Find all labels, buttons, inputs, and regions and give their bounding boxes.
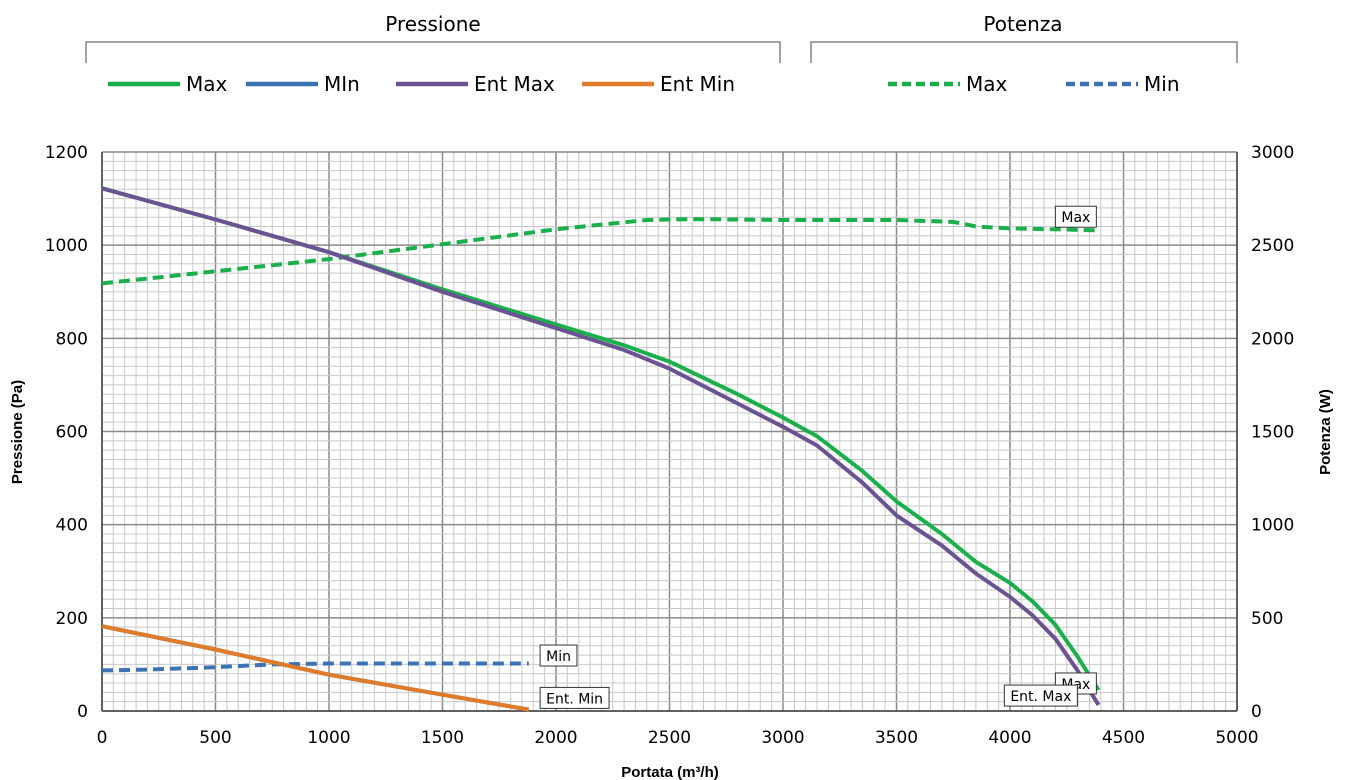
y2-tick-label: 3000 [1251,143,1294,163]
series-line-pressure-max [101,186,1101,692]
callout-box [539,686,610,709]
legend-group-pressure-title: Pressione [385,12,480,36]
x-tick-label: 2500 [648,728,691,748]
y2-tick-label: 0 [1251,702,1262,722]
legend-label: Max [966,72,1008,96]
callout-box [1003,684,1078,707]
y-tick-label: 400 [56,516,88,536]
callout-box [1054,205,1097,228]
legend-label: Max [186,72,228,96]
series [101,186,1101,712]
legend-label: MIn [324,72,360,96]
series-line-pressure-ent-max [101,186,1101,706]
callout-label: Ent. Max [1010,689,1071,705]
y2-tick-label: 2000 [1251,329,1294,349]
y2-tick-label: 2500 [1251,236,1294,256]
legend-label: Ent Max [474,72,555,96]
y2-tick-label: 1500 [1251,423,1294,443]
x-tick-label: 4500 [1102,728,1145,748]
legend-label: Ent Min [660,72,735,96]
y2-tick-label: 1000 [1251,516,1294,536]
y-tick-label: 600 [56,423,88,443]
x-tick-label: 500 [199,728,231,748]
x-tick-label: 4000 [988,728,1031,748]
callout-label: Max [1061,210,1090,226]
series-line-pressure-ent-min [101,624,530,712]
callout-label: Min [546,649,571,665]
callout-box [539,644,578,667]
x-tick-label: 3000 [761,728,804,748]
y-axis-title: Pressione (Pa) [9,380,26,484]
x-axis-title: Portata (m³/h) [621,764,719,780]
y-tick-label: 800 [56,329,88,349]
legend-bracket-pressure [85,41,781,63]
legend-bracket-power [810,41,1238,63]
grid [101,151,1238,712]
x-tick-label: 1500 [421,728,464,748]
x-tick-label: 5000 [1215,728,1258,748]
y-tick-label: 1200 [45,143,88,163]
axes: 0 500 1000 1500 2000 2500 3000 3500 4000 4500 5000… [45,143,1295,748]
callout-label: Ent. Min [546,691,603,707]
x-tick-label: 2000 [534,728,577,748]
y-tick-label: 200 [56,609,88,629]
y2-tick-label: 500 [1251,609,1283,629]
series-line-power-min [101,661,529,673]
x-tick-label: 0 [97,728,108,748]
y-tick-label: 0 [77,702,88,722]
y-tick-label: 1000 [45,236,88,256]
legend-group-power-title: Potenza [983,12,1062,36]
x-tick-label: 1000 [307,728,350,748]
legend: Pressione Potenza Max MIn Ent Max Ent Min Ma… [85,12,1238,96]
y2-axis-title: Potenza (W) [1317,389,1334,475]
legend-label: Min [1144,72,1180,96]
x-tick-label: 3500 [875,728,918,748]
